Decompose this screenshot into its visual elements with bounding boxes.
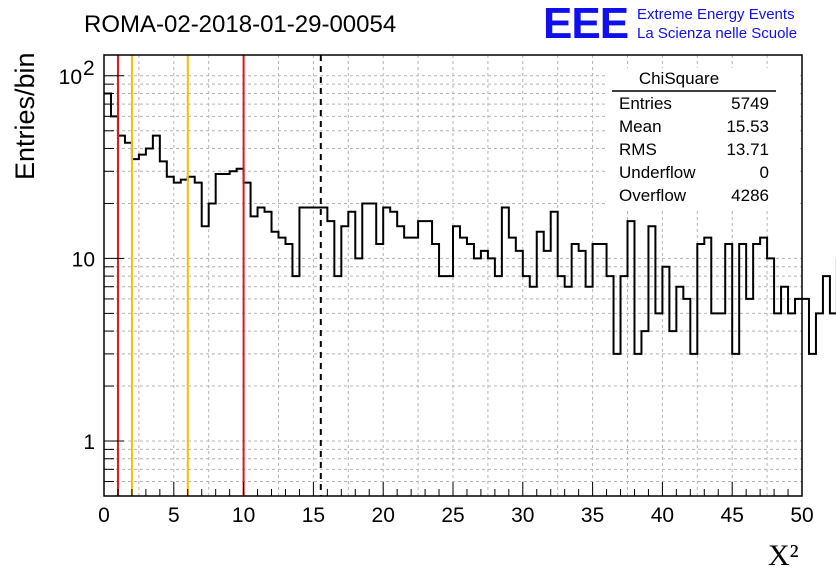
x-tick-label: 30 bbox=[511, 504, 534, 527]
stats-box-title: ChiSquare bbox=[639, 69, 719, 88]
stats-label: Underflow bbox=[619, 163, 696, 182]
x-tick-label: 40 bbox=[651, 504, 674, 527]
stats-value: 13.71 bbox=[726, 140, 769, 159]
stats-value: 4286 bbox=[731, 186, 769, 205]
x-tick-label: 50 bbox=[790, 504, 813, 527]
x-axis-label: X² bbox=[768, 539, 799, 572]
x-tick-label: 25 bbox=[441, 504, 464, 527]
x-tick-label: 45 bbox=[721, 504, 744, 527]
x-tick-label: 5 bbox=[168, 504, 180, 527]
stats-label: Entries bbox=[619, 94, 672, 113]
axis-ticks bbox=[103, 75, 803, 497]
x-tick-label: 35 bbox=[581, 504, 604, 527]
y-tick-label: 1 bbox=[83, 431, 95, 454]
stats-value: 15.53 bbox=[726, 117, 769, 136]
stats-label: Overflow bbox=[619, 186, 687, 205]
y-tick-label: 10 bbox=[59, 66, 82, 89]
x-tick-label: 20 bbox=[372, 504, 395, 527]
chart-title: ROMA-02-2018-01-29-00054 bbox=[84, 11, 396, 38]
eee-logo: EEE Extreme Energy Events La Scienza nel… bbox=[543, 0, 797, 48]
x-tick-label: 15 bbox=[302, 504, 325, 527]
x-tick-label: 0 bbox=[98, 504, 110, 527]
eee-logo-line2: La Scienza nelle Scuole bbox=[637, 25, 797, 42]
y-tick-exponent: 2 bbox=[83, 57, 95, 80]
stats-box: ChiSquare Entries 5749 Mean 15.53 RMS 13.71 Un… bbox=[608, 68, 798, 210]
stats-label: RMS bbox=[619, 140, 657, 159]
stats-value: 0 bbox=[760, 163, 769, 182]
x-tick-label: 10 bbox=[232, 504, 255, 527]
eee-logo-line1: Extreme Energy Events bbox=[637, 6, 795, 23]
x-tick-labels: 0 5 10 15 20 25 30 35 40 45 50 bbox=[98, 504, 814, 527]
histogram-line bbox=[104, 92, 836, 355]
stats-label: Mean bbox=[619, 117, 662, 136]
stats-rows: Entries 5749 Mean 15.53 RMS 13.71 Underflow 0 Ov… bbox=[619, 94, 769, 205]
marker-lines bbox=[116, 55, 322, 496]
eee-logo-mark: EEE bbox=[543, 0, 628, 48]
y-tick-label: 10 bbox=[72, 248, 95, 271]
y-axis-label: Entries/bin bbox=[10, 52, 40, 180]
stats-value: 5749 bbox=[731, 94, 769, 113]
